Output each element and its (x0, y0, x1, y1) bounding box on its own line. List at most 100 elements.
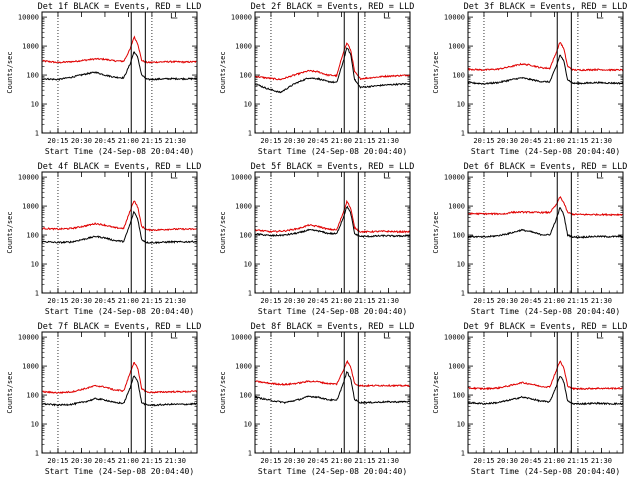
y-axis-label: Counts/sec (432, 211, 440, 253)
x-tick-label: 21:15 (141, 457, 162, 465)
y-tick-label: 1 (35, 130, 39, 138)
y-tick-label: 10 (244, 101, 252, 109)
x-axis-label: Start Time (24-Sep-08 20:04:40) (258, 467, 407, 476)
x-tick-label: 21:00 (544, 297, 565, 305)
x-tick-label: 21:30 (378, 137, 399, 145)
y-tick-label: 1 (461, 290, 465, 298)
x-tick-label: 20:15 (473, 297, 494, 305)
x-tick-label: 21:15 (354, 457, 375, 465)
x-tick-label: 21:30 (165, 457, 186, 465)
y-tick-label: 1000 (448, 203, 465, 211)
x-tick-label: 20:30 (497, 457, 518, 465)
y-tick-label: 100 (239, 232, 252, 240)
x-tick-label: 21:00 (118, 297, 139, 305)
x-tick-label: 21:15 (567, 297, 588, 305)
y-tick-label: 1 (461, 130, 465, 138)
x-tick-label: 20:30 (497, 297, 518, 305)
y-axis-label: Counts/sec (219, 371, 227, 413)
y-tick-label: 1000 (235, 203, 252, 211)
x-axis-label: Start Time (24-Sep-08 20:04:40) (45, 467, 194, 476)
x-tick-label: 21:15 (567, 137, 588, 145)
x-tick-label: 21:15 (567, 457, 588, 465)
x-tick-label: 21:30 (591, 297, 612, 305)
x-tick-label: 20:45 (94, 137, 115, 145)
x-axis-label: Start Time (24-Sep-08 20:04:40) (471, 307, 620, 316)
x-axis-label: Start Time (24-Sep-08 20:04:40) (258, 147, 407, 156)
panel-title: Det 8f BLACK = Events, RED = LLD (251, 322, 415, 332)
x-axis-label: Start Time (24-Sep-08 20:04:40) (258, 307, 407, 316)
y-tick-label: 1000 (22, 203, 39, 211)
y-tick-label: 1000 (22, 363, 39, 371)
x-tick-label: 20:15 (260, 457, 281, 465)
x-axis-label: Start Time (24-Sep-08 20:04:40) (471, 147, 620, 156)
y-axis-label: Counts/sec (6, 51, 14, 93)
y-tick-label: 10 (244, 421, 252, 429)
x-tick-label: 21:30 (378, 457, 399, 465)
y-axis-label: Counts/sec (432, 371, 440, 413)
y-tick-label: 100 (452, 392, 465, 400)
y-tick-label: 100 (452, 72, 465, 80)
x-axis-label: Start Time (24-Sep-08 20:04:40) (45, 147, 194, 156)
x-tick-label: 20:45 (307, 297, 328, 305)
panel-title: Det 9f BLACK = Events, RED = LLD (464, 322, 628, 332)
y-tick-label: 1000 (448, 363, 465, 371)
y-tick-label: 1 (35, 450, 39, 458)
y-tick-label: 100 (239, 72, 252, 80)
panel-title: Det 7f BLACK = Events, RED = LLD (38, 322, 202, 332)
x-tick-label: 21:15 (354, 137, 375, 145)
y-tick-label: 100 (26, 392, 39, 400)
y-tick-label: 10000 (231, 334, 252, 342)
x-tick-label: 20:15 (260, 137, 281, 145)
x-tick-label: 20:45 (520, 457, 541, 465)
x-tick-label: 20:30 (284, 457, 305, 465)
x-tick-label: 20:45 (307, 137, 328, 145)
x-tick-label: 21:15 (354, 297, 375, 305)
x-tick-label: 20:30 (71, 457, 92, 465)
y-tick-label: 100 (26, 232, 39, 240)
y-tick-label: 100 (239, 392, 252, 400)
x-tick-label: 20:45 (520, 297, 541, 305)
y-tick-label: 10000 (444, 334, 465, 342)
x-tick-label: 21:00 (331, 457, 352, 465)
x-tick-label: 21:15 (141, 297, 162, 305)
panel-title: Det 1f BLACK = Events, RED = LLD (38, 2, 202, 12)
y-tick-label: 1000 (235, 363, 252, 371)
y-axis-label: Counts/sec (219, 51, 227, 93)
y-axis-label: Counts/sec (6, 211, 14, 253)
y-tick-label: 10 (244, 261, 252, 269)
y-axis-label: Counts/sec (432, 51, 440, 93)
y-tick-label: 10000 (444, 14, 465, 22)
x-tick-label: 21:00 (331, 297, 352, 305)
x-tick-label: 20:15 (473, 137, 494, 145)
y-tick-label: 10 (31, 261, 39, 269)
y-tick-label: 10000 (444, 174, 465, 182)
y-axis-label: Counts/sec (219, 211, 227, 253)
x-axis-label: Start Time (24-Sep-08 20:04:40) (471, 467, 620, 476)
x-tick-label: 21:30 (591, 457, 612, 465)
y-tick-label: 10 (457, 261, 465, 269)
y-tick-label: 1 (35, 290, 39, 298)
y-tick-label: 10000 (18, 334, 39, 342)
y-tick-label: 10 (31, 101, 39, 109)
panel-title: Det 2f BLACK = Events, RED = LLD (251, 2, 415, 12)
x-tick-label: 21:00 (544, 457, 565, 465)
x-tick-label: 21:00 (544, 137, 565, 145)
y-tick-label: 10 (457, 421, 465, 429)
y-tick-label: 10000 (18, 174, 39, 182)
x-tick-label: 20:45 (307, 457, 328, 465)
x-tick-label: 20:45 (94, 457, 115, 465)
x-tick-label: 20:15 (47, 137, 68, 145)
x-tick-label: 20:45 (520, 137, 541, 145)
y-tick-label: 10 (31, 421, 39, 429)
x-tick-label: 20:45 (94, 297, 115, 305)
x-tick-label: 21:00 (118, 457, 139, 465)
y-tick-label: 100 (452, 232, 465, 240)
y-tick-label: 10000 (231, 174, 252, 182)
panel-title: Det 6f BLACK = Events, RED = LLD (464, 162, 628, 172)
x-tick-label: 20:30 (71, 297, 92, 305)
y-tick-label: 1000 (22, 43, 39, 51)
y-tick-label: 1 (248, 450, 252, 458)
panel-title: Det 4f BLACK = Events, RED = LLD (38, 162, 202, 172)
x-tick-label: 20:30 (284, 137, 305, 145)
y-tick-label: 10 (457, 101, 465, 109)
